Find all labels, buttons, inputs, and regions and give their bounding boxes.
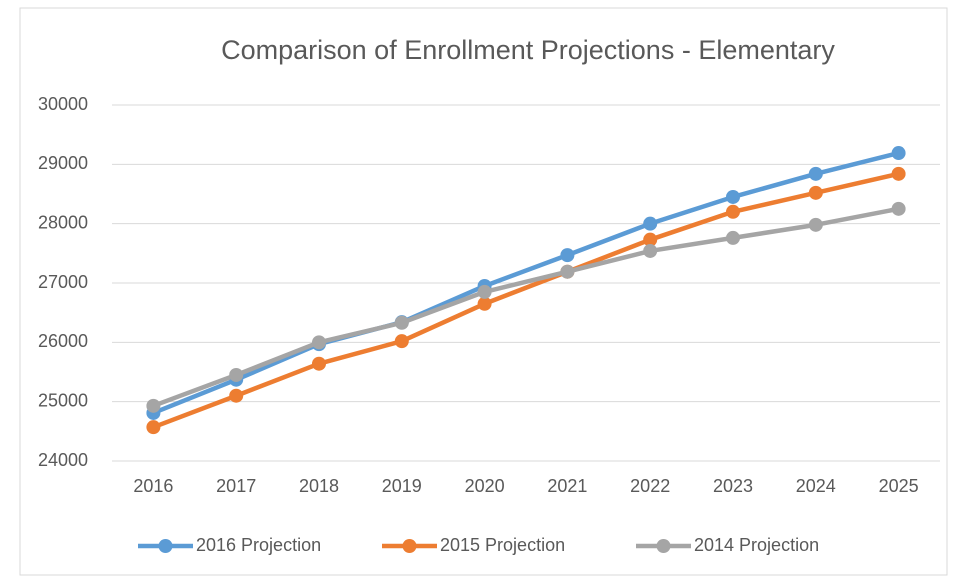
data-point xyxy=(312,356,326,371)
x-tick-label: 2019 xyxy=(382,476,422,496)
x-tick-label: 2020 xyxy=(465,476,505,496)
data-point xyxy=(560,248,575,263)
data-point xyxy=(229,367,244,382)
x-tick-label: 2024 xyxy=(796,476,836,496)
data-point xyxy=(726,189,740,204)
y-tick-label: 25000 xyxy=(38,390,88,410)
data-point xyxy=(146,420,161,435)
data-point xyxy=(891,146,906,161)
data-point xyxy=(477,296,492,311)
legend-label: 2014 Projection xyxy=(694,535,819,555)
legend-marker xyxy=(656,539,671,553)
x-tick-label: 2016 xyxy=(133,476,173,496)
legend-label: 2015 Projection xyxy=(440,535,565,555)
x-tick-label: 2022 xyxy=(630,476,670,496)
chart-title: Comparison of Enrollment Projections - E… xyxy=(221,35,835,65)
series-line xyxy=(152,171,900,430)
x-tick-label: 2018 xyxy=(299,476,339,496)
x-tick-label: 2017 xyxy=(216,476,256,496)
x-tick-label: 2025 xyxy=(879,476,919,496)
legend-marker xyxy=(402,539,417,553)
legend-marker xyxy=(158,539,173,553)
y-tick-label: 26000 xyxy=(38,331,88,351)
data-point xyxy=(229,388,244,403)
data-point xyxy=(477,284,492,299)
x-tick-label: 2021 xyxy=(547,476,587,496)
data-point xyxy=(146,398,161,413)
data-point xyxy=(643,243,658,258)
data-point xyxy=(394,334,409,349)
data-point xyxy=(643,216,658,231)
data-point xyxy=(891,166,906,181)
data-point xyxy=(808,166,823,181)
data-point xyxy=(726,204,740,219)
y-tick-label: 27000 xyxy=(38,272,88,292)
series-line xyxy=(152,150,900,416)
data-point xyxy=(312,335,326,350)
data-point xyxy=(560,264,575,279)
data-point xyxy=(891,201,906,216)
x-tick-label: 2023 xyxy=(713,476,753,496)
series-line xyxy=(152,206,900,408)
y-tick-label: 29000 xyxy=(38,153,88,173)
data-point xyxy=(394,315,409,330)
data-point xyxy=(808,185,823,200)
legend-label: 2016 Projection xyxy=(196,535,321,555)
data-point xyxy=(643,232,658,247)
y-tick-label: 24000 xyxy=(38,450,88,470)
y-tick-label: 28000 xyxy=(38,212,88,232)
y-tick-label: 30000 xyxy=(38,94,88,114)
data-point xyxy=(726,230,740,245)
data-point xyxy=(808,217,823,232)
